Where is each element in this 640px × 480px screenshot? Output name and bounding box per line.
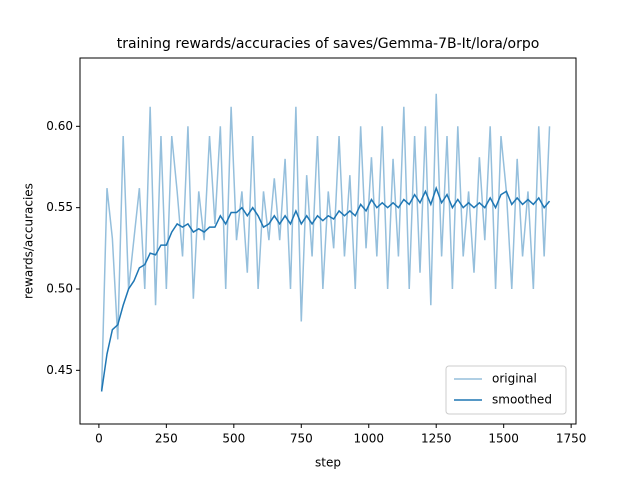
- axes-frame: [79, 57, 577, 425]
- x-axis-label: step: [315, 456, 341, 470]
- y-tick-label: 0.60: [46, 119, 73, 133]
- x-tick-label: 1500: [488, 432, 519, 446]
- x-tick-label: 1250: [421, 432, 452, 446]
- x-tick-label: 1750: [556, 432, 587, 446]
- x-tick-label: 750: [290, 432, 313, 446]
- x-tick-label: 500: [222, 432, 245, 446]
- legend-box: [445, 365, 567, 415]
- y-tick-label: 0.55: [46, 200, 73, 214]
- y-axis-label: rewards/accuracies: [22, 183, 36, 299]
- series-line: [100, 185, 551, 392]
- x-tick-label: 0: [95, 432, 103, 446]
- x-tick-label: 1000: [353, 432, 384, 446]
- y-tick-label: 0.50: [46, 281, 73, 295]
- chart-title: training rewards/accuracies of saves/Gem…: [117, 36, 540, 52]
- x-tick-label: 250: [155, 432, 178, 446]
- legend-label: original: [492, 372, 537, 386]
- series-line: [100, 93, 551, 390]
- legend-label: smoothed: [492, 393, 552, 407]
- y-tick-label: 0.45: [46, 363, 73, 377]
